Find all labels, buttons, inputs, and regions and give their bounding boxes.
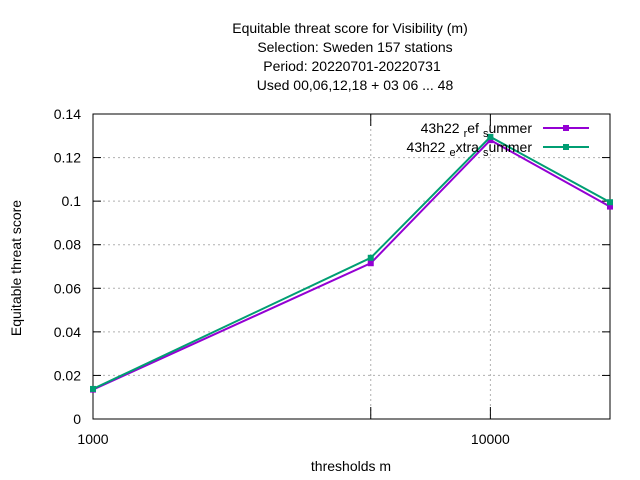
series-2-point	[90, 385, 96, 392]
legend-label-1: 43h22 ref summer	[421, 120, 533, 140]
y-tick-label: 0.12	[54, 150, 81, 166]
legend-marker-1	[563, 125, 569, 131]
legend-label-part: xtra	[456, 139, 480, 155]
legend-label-part: s	[483, 147, 489, 159]
title-line-4: Used 00,06,12,18 + 03 06 ... 48	[257, 77, 454, 93]
series-2-point	[607, 199, 613, 206]
y-tick-label: 0.1	[62, 193, 82, 209]
y-tick-label: 0	[73, 411, 81, 427]
y-tick-label: 0.02	[54, 367, 81, 383]
x-tick-label: 1000	[77, 431, 108, 447]
series-2-point	[367, 254, 374, 261]
legend-label-part: s	[483, 128, 489, 140]
legend-label-part: ummer	[488, 120, 532, 136]
y-tick-label: 0.04	[54, 324, 81, 340]
legend-label-part: ef	[467, 120, 479, 136]
x-axis-label: thresholds m	[311, 458, 391, 474]
legend-label-part: ummer	[488, 139, 532, 155]
title-line-2: Selection: Sweden 157 stations	[257, 39, 452, 55]
series-line-2	[92, 135, 611, 390]
legend-label-part: e	[449, 147, 455, 159]
legend-label-2: 43h22 extra summer	[407, 139, 533, 159]
plot-border	[92, 113, 611, 420]
x-tick-label: 10000	[471, 431, 510, 447]
series-layer	[90, 133, 613, 393]
y-tick-label: 0.14	[54, 106, 81, 122]
axes: 0 0.02 0.04 0.06 0.08 0.1 0.12 0.14 1000 10000	[54, 106, 611, 447]
legend-marker-2	[563, 144, 569, 150]
y-axis-label: Equitable threat score	[8, 200, 24, 336]
legend-label-part: 43h22	[407, 139, 446, 155]
series-2-point	[487, 133, 494, 140]
series-1-point	[607, 203, 613, 210]
series-line-1	[92, 138, 611, 391]
legend-label-part: r	[464, 128, 468, 140]
series-1-point	[487, 137, 494, 144]
y-tick-label: 0.06	[54, 280, 81, 296]
series-1-point	[367, 260, 374, 267]
title-line-3: Period: 20220701-20220731	[263, 58, 441, 74]
y-tick-label: 0.08	[54, 237, 81, 253]
title-line-1: Equitable threat score for Visibility (m…	[232, 20, 468, 36]
legend-label-part: 43h22	[421, 120, 460, 136]
chart-title: Equitable threat score for Visibility (m…	[232, 20, 468, 93]
